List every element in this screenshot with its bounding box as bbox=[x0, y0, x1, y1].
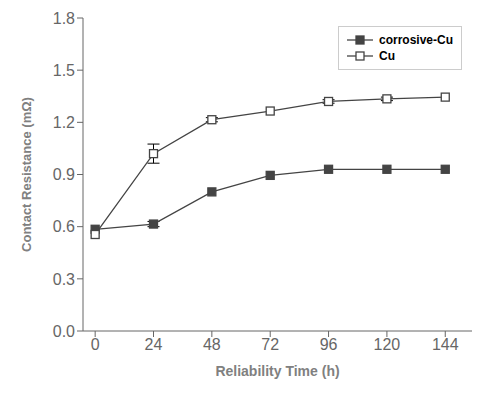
html-text:corrosive-Cu: corrosive-Cu bbox=[379, 33, 453, 47]
svg-text:Contact Resistance (mΩ): Contact Resistance (mΩ) bbox=[19, 97, 34, 252]
svg-text:72: 72 bbox=[261, 336, 279, 353]
html-text:Cu: Cu bbox=[379, 49, 395, 63]
svg-text:0.6: 0.6 bbox=[53, 218, 75, 235]
svg-text:96: 96 bbox=[320, 336, 338, 353]
svg-text:120: 120 bbox=[374, 336, 401, 353]
svg-text:1.5: 1.5 bbox=[53, 62, 75, 79]
svg-text:1.2: 1.2 bbox=[53, 114, 75, 131]
svg-text:0: 0 bbox=[91, 336, 100, 353]
svg-text:144: 144 bbox=[432, 336, 459, 353]
svg-text:0.9: 0.9 bbox=[53, 166, 75, 183]
svg-text:48: 48 bbox=[203, 336, 221, 353]
svg-text:Reliability Time (h): Reliability Time (h) bbox=[215, 363, 339, 379]
svg-text:0.0: 0.0 bbox=[53, 323, 75, 340]
svg-text:0.3: 0.3 bbox=[53, 271, 75, 288]
svg-text:1.8: 1.8 bbox=[53, 10, 75, 27]
svg-text:24: 24 bbox=[145, 336, 163, 353]
